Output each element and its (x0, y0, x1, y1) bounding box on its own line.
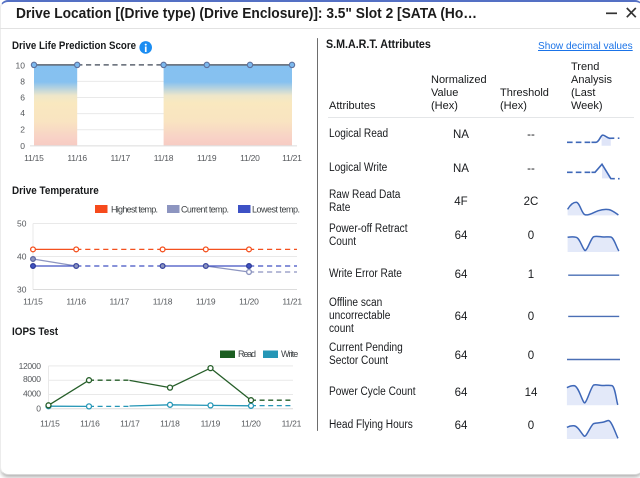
svg-text:11/20: 11/20 (241, 418, 261, 428)
svg-text:Current temp.: Current temp. (181, 205, 229, 215)
svg-text:11/15: 11/15 (24, 153, 44, 163)
svg-text:6: 6 (20, 92, 25, 102)
svg-text:0: 0 (36, 404, 41, 414)
svg-text:Highest temp.: Highest temp. (111, 205, 158, 215)
svg-text:11/17: 11/17 (111, 153, 131, 163)
svg-text:11/21: 11/21 (282, 296, 302, 306)
svg-text:50: 50 (17, 219, 27, 229)
svg-text:11/19: 11/19 (197, 153, 217, 163)
svg-text:40: 40 (17, 252, 27, 262)
svg-text:4000: 4000 (23, 389, 41, 399)
svg-text:11/18: 11/18 (153, 296, 173, 306)
svg-text:11/15: 11/15 (23, 296, 43, 306)
svg-text:12000: 12000 (19, 361, 42, 371)
svg-text:11/21: 11/21 (282, 418, 302, 428)
svg-text:11/19: 11/19 (196, 296, 216, 306)
svg-text:11/16: 11/16 (67, 153, 87, 163)
svg-text:11/20: 11/20 (240, 153, 260, 163)
svg-text:11/20: 11/20 (239, 296, 259, 306)
svg-text:11/19: 11/19 (201, 418, 221, 428)
svg-text:11/18: 11/18 (154, 153, 174, 163)
svg-text:11/16: 11/16 (80, 418, 100, 428)
svg-text:8: 8 (20, 76, 25, 86)
svg-text:11/15: 11/15 (40, 418, 60, 428)
svg-text:10: 10 (16, 61, 26, 71)
svg-text:8000: 8000 (23, 374, 41, 384)
svg-text:30: 30 (17, 285, 27, 295)
svg-text:Lowest temp.: Lowest temp. (252, 205, 300, 215)
svg-text:11/21: 11/21 (282, 153, 302, 163)
svg-text:11/17: 11/17 (120, 418, 140, 428)
svg-text:0: 0 (20, 141, 25, 151)
svg-text:Write: Write (281, 349, 298, 359)
svg-text:11/17: 11/17 (110, 296, 130, 306)
svg-text:11/18: 11/18 (160, 418, 180, 428)
svg-text:11/16: 11/16 (66, 296, 86, 306)
svg-text:Read: Read (238, 349, 256, 359)
svg-text:2: 2 (20, 125, 25, 135)
svg-text:4: 4 (20, 108, 25, 118)
